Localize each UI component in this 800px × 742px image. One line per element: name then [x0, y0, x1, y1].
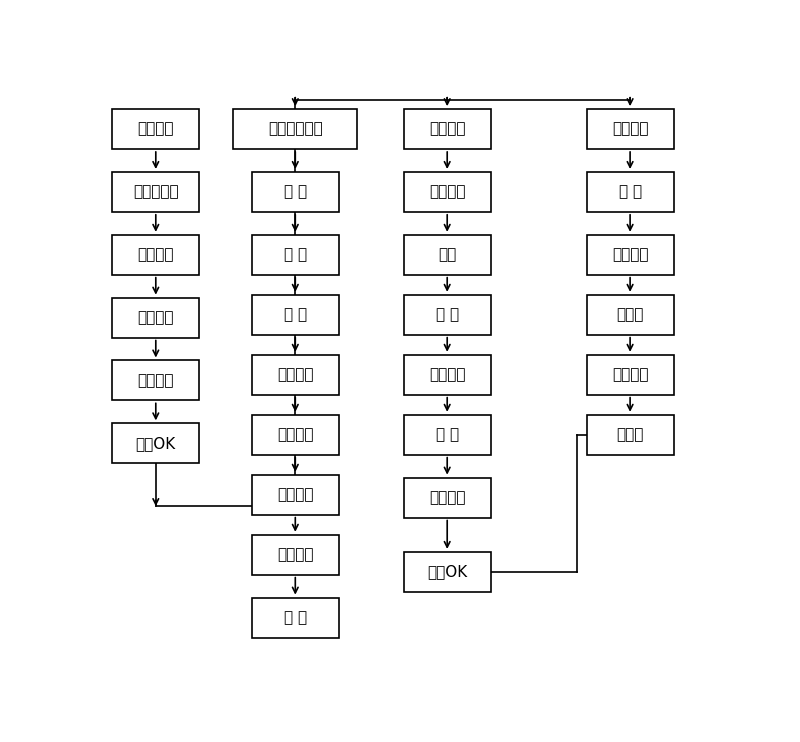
Text: 裁 剪: 裁 剪: [618, 184, 642, 200]
Text: 包 装: 包 装: [284, 610, 307, 625]
Text: 加工组合: 加工组合: [429, 490, 466, 505]
Bar: [112, 361, 199, 401]
Text: 机械钻孔: 机械钻孔: [612, 247, 648, 262]
Text: 贴膜: 贴膜: [438, 247, 456, 262]
Bar: [252, 535, 338, 574]
Bar: [586, 355, 674, 395]
Text: 干菲林: 干菲林: [617, 427, 644, 442]
Bar: [252, 172, 338, 212]
Bar: [252, 415, 338, 455]
Text: 蚀刻裼膜: 蚀刻裼膜: [429, 184, 466, 200]
Text: 一次板电: 一次板电: [612, 367, 648, 382]
Bar: [586, 172, 674, 212]
Bar: [252, 234, 338, 275]
Text: 热 压: 热 压: [436, 307, 458, 322]
Bar: [404, 234, 490, 275]
Bar: [112, 298, 199, 338]
Text: 钻 孔: 钻 孔: [284, 184, 307, 200]
Bar: [252, 475, 338, 515]
Text: 电气检测: 电气检测: [277, 487, 314, 502]
Text: 蚀刻图形: 蚀刻图形: [138, 247, 174, 262]
Bar: [404, 552, 490, 592]
Text: 最终检查: 最终检查: [277, 547, 314, 562]
Bar: [404, 355, 490, 395]
Bar: [404, 415, 490, 455]
Text: 陶瓷材料: 陶瓷材料: [138, 122, 174, 137]
Text: 字 符: 字 符: [284, 307, 307, 322]
Text: 叠层热压处理: 叠层热压处理: [268, 122, 322, 137]
Bar: [586, 109, 674, 149]
Bar: [112, 234, 199, 275]
Text: 字 符: 字 符: [436, 427, 458, 442]
Text: 挠性材料: 挠性材料: [612, 122, 648, 137]
Bar: [252, 295, 338, 335]
Text: 表面处理: 表面处理: [138, 373, 174, 388]
Bar: [112, 423, 199, 463]
Text: 制作内层图: 制作内层图: [133, 184, 178, 200]
Text: 绿 油: 绿 油: [284, 247, 307, 262]
Bar: [586, 295, 674, 335]
Text: 激光加工: 激光加工: [138, 310, 174, 325]
Text: 表面处理: 表面处理: [277, 367, 314, 382]
Bar: [404, 109, 490, 149]
Text: 外形加工: 外形加工: [277, 427, 314, 442]
Bar: [252, 355, 338, 395]
Bar: [112, 109, 199, 149]
Bar: [252, 597, 338, 637]
Bar: [586, 234, 674, 275]
Bar: [234, 109, 358, 149]
Text: 测试OK: 测试OK: [427, 565, 467, 580]
Bar: [404, 172, 490, 212]
Bar: [404, 295, 490, 335]
Text: 表面处理: 表面处理: [429, 367, 466, 382]
Bar: [112, 172, 199, 212]
Bar: [586, 415, 674, 455]
Text: 镀通孔: 镀通孔: [617, 307, 644, 322]
Text: 检测OK: 检测OK: [136, 436, 176, 451]
Bar: [404, 478, 490, 518]
Text: 二次板电: 二次板电: [429, 122, 466, 137]
